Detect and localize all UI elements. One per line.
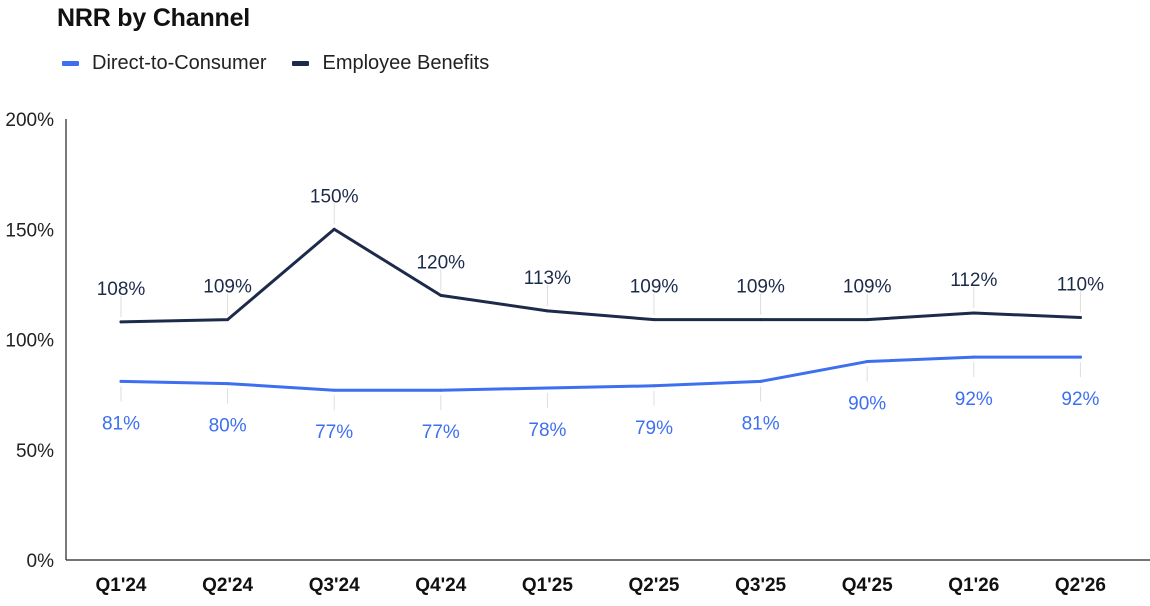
data-point-employee-benefits (759, 318, 763, 322)
data-point-employee-benefits (332, 227, 336, 231)
x-tick-label: Q1'26 (948, 575, 999, 596)
data-point-direct-to-consumer (226, 382, 230, 386)
y-tick-label: 200% (5, 110, 54, 131)
data-point-employee-benefits (545, 309, 549, 313)
data-point-employee-benefits (972, 311, 976, 315)
x-tick-label: Q4'25 (842, 575, 893, 596)
data-label: 92% (955, 389, 993, 410)
y-tick-label: 50% (16, 441, 54, 462)
data-point-direct-to-consumer (439, 388, 443, 392)
y-tick-label: 0% (27, 551, 55, 572)
x-tick-label: Q2'24 (202, 575, 253, 596)
data-label: 80% (209, 416, 247, 437)
x-tick-label: Q1'25 (522, 575, 573, 596)
legend-swatch-direct-to-consumer (62, 61, 79, 66)
data-label: 81% (102, 413, 140, 434)
data-point-direct-to-consumer (652, 384, 656, 388)
legend-label-employee-benefits: Employee Benefits (322, 52, 490, 74)
data-point-direct-to-consumer (119, 379, 123, 383)
data-label: 77% (422, 422, 460, 443)
y-tick-label: 150% (5, 220, 54, 241)
data-point-employee-benefits (226, 318, 230, 322)
series-line-direct-to-consumer (119, 355, 1082, 392)
data-point-direct-to-consumer (545, 386, 549, 390)
data-point-employee-benefits (865, 318, 869, 322)
data-point-employee-benefits (652, 318, 656, 322)
legend-label-direct-to-consumer: Direct-to-Consumer (92, 52, 267, 74)
legend-item-employee-benefits: Employee Benefits (292, 52, 489, 75)
data-point-direct-to-consumer (759, 379, 763, 383)
data-label: 81% (742, 413, 780, 434)
data-label: 109% (203, 277, 252, 298)
x-tick-label: Q3'25 (735, 575, 786, 596)
chart-legend: Direct-to-Consumer Employee Benefits (62, 52, 515, 75)
data-point-direct-to-consumer (332, 388, 336, 392)
legend-swatch-employee-benefits (292, 61, 310, 66)
series-line-employee-benefits (119, 227, 1082, 324)
chart-title: NRR by Channel (57, 4, 251, 32)
x-tick-label: Q1'24 (96, 575, 147, 596)
x-tick-label: Q3'24 (309, 575, 360, 596)
y-tick-label: 100% (5, 331, 54, 352)
x-tick-label: Q4'24 (415, 575, 466, 596)
data-label: 90% (848, 394, 886, 415)
data-label: 78% (528, 420, 566, 441)
data-label: 92% (1061, 389, 1099, 410)
data-point-employee-benefits (439, 293, 443, 297)
x-tick-label: Q2'25 (629, 575, 680, 596)
data-point-direct-to-consumer (1078, 355, 1082, 359)
data-point-employee-benefits (1078, 315, 1082, 319)
x-tick-label: Q2'26 (1055, 575, 1106, 596)
data-label: 109% (843, 277, 892, 298)
data-label: 109% (736, 277, 785, 298)
data-label: 113% (524, 268, 571, 289)
data-label: 77% (315, 422, 353, 443)
data-label: 112% (950, 270, 997, 291)
data-label: 109% (630, 277, 679, 298)
data-label: 120% (416, 252, 465, 273)
data-label: 79% (635, 418, 673, 439)
data-point-direct-to-consumer (865, 360, 869, 364)
data-point-direct-to-consumer (972, 355, 976, 359)
data-label: 150% (310, 186, 359, 207)
legend-item-direct-to-consumer: Direct-to-Consumer (62, 52, 266, 75)
data-point-employee-benefits (119, 320, 123, 324)
data-label: 108% (97, 279, 146, 300)
data-label: 110% (1057, 274, 1104, 295)
